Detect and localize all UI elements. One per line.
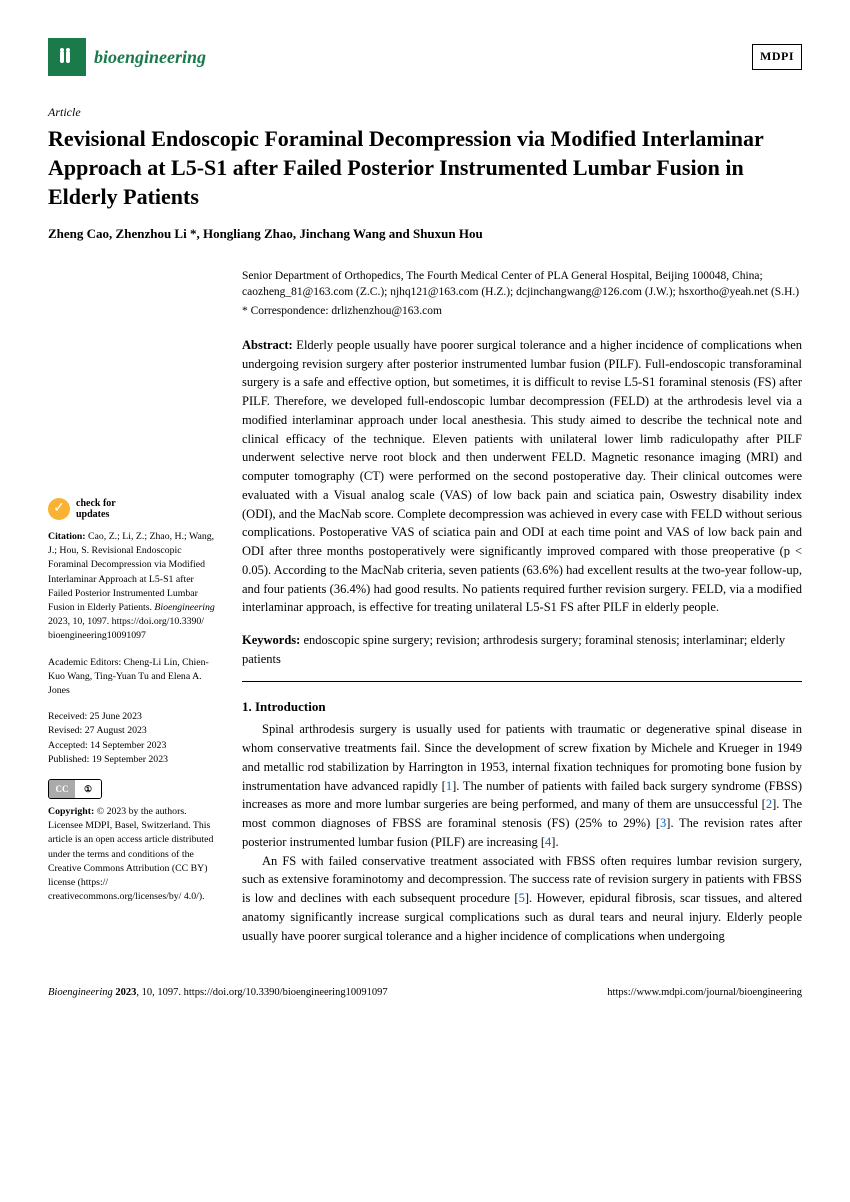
affiliation: Senior Department of Orthopedics, The Fo… [242, 268, 802, 300]
accepted-date: Accepted: 14 September 2023 [48, 739, 220, 753]
revised-date: Revised: 27 August 2023 [48, 724, 220, 738]
article-type: Article [48, 104, 802, 121]
correspondence: * Correspondence: drlizhenzhou@163.com [242, 303, 802, 320]
publisher-badge: MDPI [752, 44, 802, 69]
section-heading: 1. Introduction [242, 698, 802, 717]
intro-p1: Spinal arthrodesis surgery is usually us… [242, 720, 802, 851]
editors-block: Academic Editors: Cheng-Li Lin, Chien-Ku… [48, 656, 220, 699]
abstract: Abstract: Elderly people usually have po… [242, 336, 802, 617]
keywords: Keywords: endoscopic spine surgery; revi… [242, 631, 802, 669]
received-date: Received: 25 June 2023 [48, 710, 220, 724]
keywords-text: endoscopic spine surgery; revision; arth… [242, 633, 785, 666]
footer-left: Bioengineering 2023, 10, 1097. https://d… [48, 985, 388, 1000]
authors: Zheng Cao, Zhenzhou Li *, Hongliang Zhao… [48, 225, 802, 244]
check-updates-text: check for updates [76, 498, 116, 520]
keywords-label: Keywords: [242, 633, 300, 647]
journal-logo-icon [48, 38, 86, 76]
footer: Bioengineering 2023, 10, 1097. https://d… [48, 977, 802, 1000]
check-icon: ✓ [48, 498, 70, 520]
sidebar: ✓ check for updates Citation: Cao, Z.; L… [48, 268, 220, 945]
abstract-label: Abstract: [242, 338, 293, 352]
abstract-text: Elderly people usually have poorer surgi… [242, 338, 802, 615]
article-title: Revisional Endoscopic Foraminal Decompre… [48, 125, 802, 211]
cc-badge-icon: CC ① [48, 779, 102, 799]
intro-p2: An FS with failed conservative treatment… [242, 852, 802, 946]
header-row: bioengineering MDPI [48, 38, 802, 76]
main-columns: ✓ check for updates Citation: Cao, Z.; L… [48, 268, 802, 945]
intro-body: Spinal arthrodesis surgery is usually us… [242, 720, 802, 945]
journal-name: bioengineering [94, 44, 206, 70]
published-date: Published: 19 September 2023 [48, 753, 220, 767]
journal-logo: bioengineering [48, 38, 206, 76]
content-column: Senior Department of Orthopedics, The Fo… [242, 268, 802, 945]
footer-right: https://www.mdpi.com/journal/bioengineer… [607, 985, 802, 1000]
dates-block: Received: 25 June 2023 Revised: 27 Augus… [48, 710, 220, 767]
license-block: CC ① Copyright: © 2023 by the authors. L… [48, 779, 220, 904]
section-divider [242, 681, 802, 682]
check-updates[interactable]: ✓ check for updates [48, 498, 220, 520]
citation-block: Citation: Cao, Z.; Li, Z.; Zhao, H.; Wan… [48, 530, 220, 644]
